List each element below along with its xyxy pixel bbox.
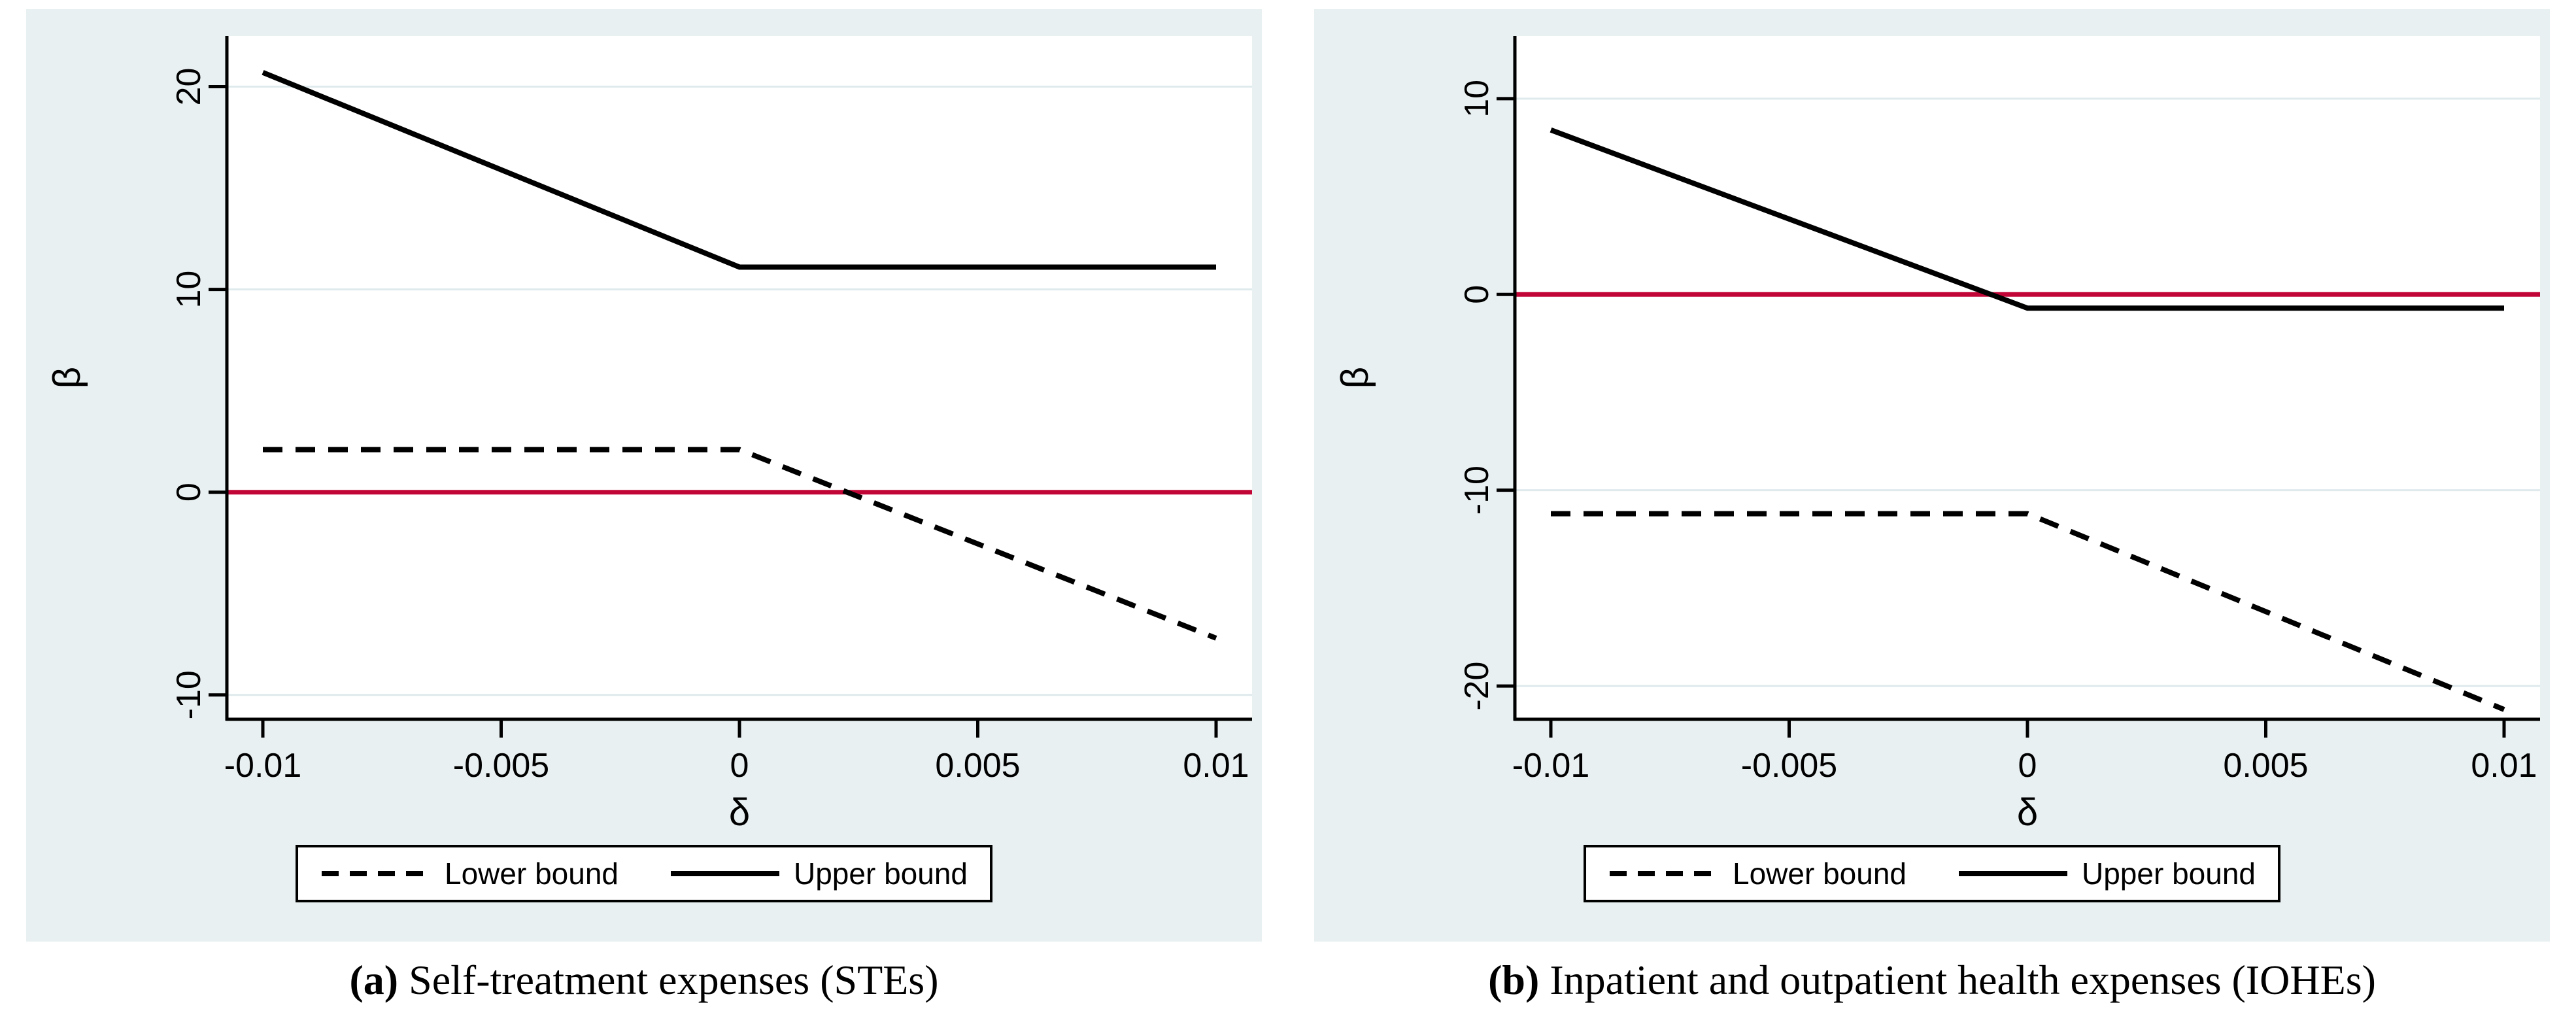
x-tick-label: 0.01 <box>1183 747 1249 785</box>
x-tick-label: -0.01 <box>224 747 302 785</box>
legend-lower-label: Lower bound <box>1733 857 1907 891</box>
plot-area <box>1515 36 2540 719</box>
plot-area <box>227 36 1252 719</box>
caption-a-letter: a <box>363 957 384 1003</box>
x-tick-label: -0.01 <box>1512 747 1590 785</box>
x-axis-title: δ <box>729 791 750 834</box>
caption-b-paren-close: ) <box>1525 957 1540 1003</box>
legend-a: Lower bound Upper bound <box>296 845 992 902</box>
y-tick-label: -20 <box>1458 662 1496 711</box>
panel-b: -20 -10 0 10 -0.01 -0.005 0 0.005 0.01 δ β Lower b… <box>1314 9 2550 942</box>
x-tick-label: -0.005 <box>453 747 549 785</box>
x-axis-title: δ <box>2017 791 2038 834</box>
legend-lower-label: Lower bound <box>445 857 619 891</box>
caption-b-text: Inpatient and outpatient health expenses… <box>1539 957 2376 1003</box>
caption-b: (b) Inpatient and outpatient health expe… <box>1314 956 2550 1004</box>
caption-b-paren-open: ( <box>1488 957 1502 1003</box>
upper-bound-line <box>1550 127 2504 311</box>
y-axis-title: β <box>1334 367 1376 388</box>
x-tick-label: 0.01 <box>2471 747 2537 785</box>
y-tick-label: -10 <box>170 670 208 719</box>
legend-upper-label: Upper bound <box>2082 857 2256 891</box>
x-tick-label: 0 <box>2018 747 2037 785</box>
chart-b-svg: -20 -10 0 10 -0.01 -0.005 0 0.005 0.01 δ β <box>1334 36 2540 834</box>
upper-bound-solid-sample <box>669 870 781 878</box>
y-tick-label: 10 <box>1458 80 1496 118</box>
lower-bound-line <box>1551 511 2505 712</box>
chart-a-svg: -10 0 10 20 -0.01 -0.005 0 0.005 0.01 δ β <box>46 36 1252 834</box>
x-tick-label: 0.005 <box>2223 747 2308 785</box>
x-tick-label: -0.005 <box>1741 747 1837 785</box>
caption-a-paren-close: ) <box>384 957 399 1003</box>
y-tick-label: 0 <box>1458 285 1496 304</box>
upper-bound-solid-sample <box>1957 870 2069 878</box>
y-tick-label: -10 <box>1458 466 1496 515</box>
y-tick-label: 10 <box>170 271 208 309</box>
legend-upper-label: Upper bound <box>794 857 968 891</box>
lower-bound-line <box>263 447 1217 641</box>
panel-a: -10 0 10 20 -0.01 -0.005 0 0.005 0.01 δ β Lower bo… <box>26 9 1262 942</box>
x-tick-label: 0 <box>730 747 749 785</box>
caption-a-text: Self-treatment expenses (STEs) <box>398 957 939 1003</box>
legend-b: Lower bound Upper bound <box>1584 845 2280 902</box>
y-tick-label: 20 <box>170 68 208 106</box>
lower-bound-dash-sample <box>1608 870 1720 878</box>
caption-a: (a) Self-treatment expenses (STEs) <box>26 956 1262 1004</box>
lower-bound-dash-sample <box>320 870 432 878</box>
y-tick-label: 0 <box>170 483 208 502</box>
caption-a-paren-open: ( <box>349 957 364 1003</box>
caption-b-letter: b <box>1502 957 1525 1003</box>
upper-bound-line <box>262 70 1216 270</box>
y-axis-title: β <box>46 367 88 388</box>
x-tick-label: 0.005 <box>935 747 1020 785</box>
